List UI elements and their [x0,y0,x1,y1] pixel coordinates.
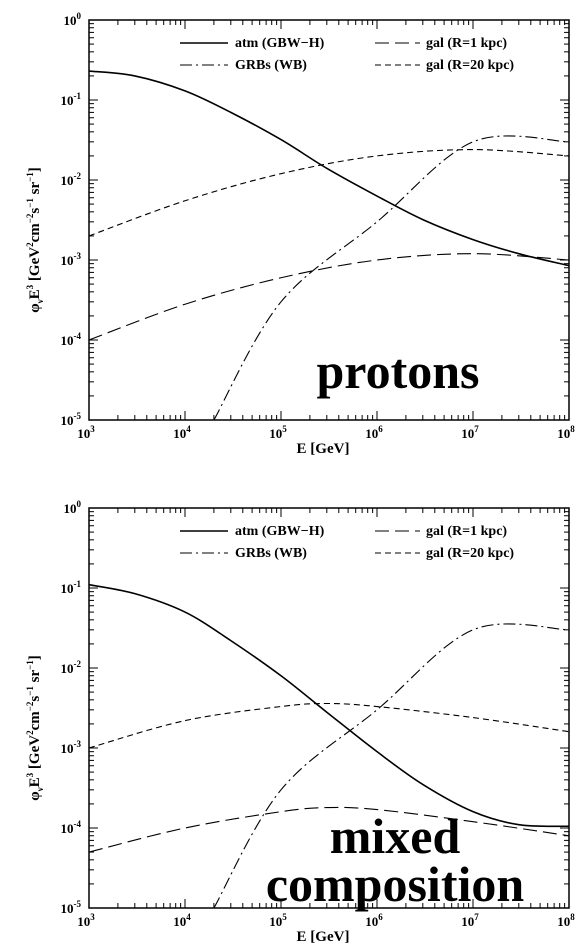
chart-panel-1: 103 104 105 106 107 108 10-5 10-4 10-3 10-2 10-1 10… [25,11,575,457]
legend-label: GRBs (WB) [235,546,307,561]
legend-label: gal (R=20 kpc) [426,546,514,561]
y-tick-label: 10-2 [61,171,82,188]
plot-frame [88,507,570,909]
series-line-dashdot [213,135,569,420]
x-tick-label: 104 [173,912,191,929]
y-tick-label: 10-5 [61,411,82,428]
panel-annotation: mixed [330,808,461,864]
x-tick-label: 106 [365,912,383,929]
x-tick-label: 108 [557,424,575,441]
legend: atm (GBW−H) GRBs (WB) gal (R=1 kpc) gal (R=… [180,36,514,73]
legend-label: gal (R=1 kpc) [426,524,507,539]
x-tick-label: 105 [269,424,287,441]
x-tick-label: 107 [461,424,479,441]
y-tick-label: 100 [64,11,82,28]
x-tick-label: 105 [269,912,287,929]
y-tick-label: 10-2 [61,659,82,676]
panel-annotation: protons [316,343,479,399]
x-tick-label: 106 [365,424,383,441]
y-tick-label: 10-3 [61,739,82,756]
tick-marks [88,507,570,909]
chart-panel-2: 103 104 105 106 107 108 10-5 10-4 10-3 10-2 10-1 10… [25,499,575,945]
y-tick-label: 10-4 [61,819,82,836]
x-tick-label: 103 [77,424,95,441]
y-tick-label: 10-1 [61,579,82,596]
x-tick-label: 104 [173,424,191,441]
series-line-shortdash [89,702,569,749]
panel-annotation: composition [266,856,525,912]
legend-label: atm (GBW−H) [235,524,325,539]
y-axis-label: φνE3 [GeV2cm−2s−1 sr−1] [25,167,45,313]
x-axis-label: E [GeV] [297,929,350,945]
y-tick-label: 10-5 [61,899,82,916]
series-line-longdash [89,806,569,853]
legend-label: atm (GBW−H) [235,36,325,51]
tick-marks [88,19,570,421]
x-axis-label: E [GeV] [297,441,350,457]
y-tick-label: 10-4 [61,331,82,348]
legend-label: gal (R=20 kpc) [426,58,514,73]
y-tick-label: 10-3 [61,251,82,268]
legend-label: GRBs (WB) [235,58,307,73]
x-tick-label: 107 [461,912,479,929]
series-line-dashdot [213,623,569,908]
plot-frame [88,19,570,421]
y-tick-label: 100 [64,499,82,516]
y-axis-label: φνE3 [GeV2cm−2s−1 sr−1] [25,655,45,801]
series-line-shortdash [89,149,569,237]
series-line-solid [89,583,569,828]
series-line-longdash [89,253,569,341]
series-line-solid [89,70,569,267]
legend: atm (GBW−H) GRBs (WB) gal (R=1 kpc) gal (R=… [180,524,514,561]
x-tick-label: 103 [77,912,95,929]
legend-label: gal (R=1 kpc) [426,36,507,51]
y-tick-label: 10-1 [61,91,82,108]
x-tick-label: 108 [557,912,575,929]
